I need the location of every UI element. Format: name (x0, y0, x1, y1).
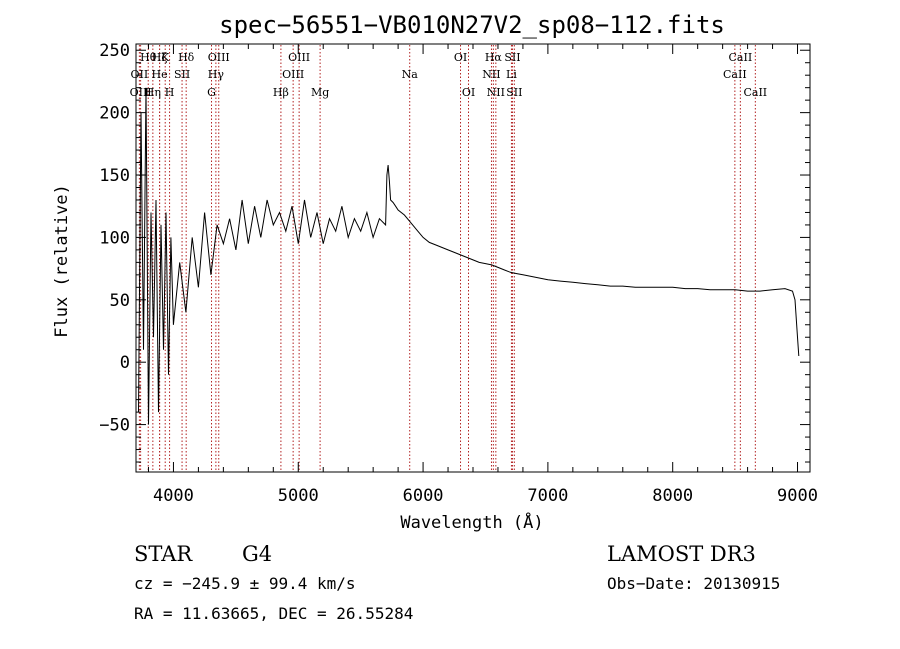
line-label-18: OI (454, 51, 467, 64)
line-label-5: He (152, 68, 168, 81)
line-label-3: Hη (145, 86, 161, 99)
y-tick-label-200: 200 (99, 104, 130, 124)
coordinates: RA = 11.63665, DEC = 26.55284 (134, 604, 413, 623)
line-label-15: OIII (288, 51, 310, 64)
y-tick-label--50: −50 (99, 416, 130, 436)
obs-date: Obs−Date: 20130915 (607, 574, 780, 593)
y-tick-label-100: 100 (99, 228, 130, 248)
line-label-0: Hθ (140, 51, 157, 64)
y-tick-label-150: 150 (99, 166, 130, 186)
line-label-16: Mg (311, 86, 329, 99)
line-label-10: G (207, 86, 216, 99)
y-axis-label: Flux (relative) (52, 184, 72, 338)
emission-line-markers (138, 45, 756, 471)
x-axis-label: Wavelength (Å) (400, 511, 543, 533)
x-tick-label-8000: 8000 (652, 486, 693, 506)
y-axis-ticks: −50 0 50 100 150 200 250 (99, 41, 810, 463)
y-tick-label-250: 250 (99, 41, 130, 61)
line-label-20: NII (482, 68, 500, 81)
line-label-21: Hα (485, 51, 503, 64)
chart-title: spec−56551−VB010N27V2_sp08−112.fits (219, 11, 725, 39)
line-label-22: NII (487, 86, 505, 99)
line-label-4: Hζ (152, 51, 168, 64)
line-label-7: H (165, 86, 175, 99)
x-tick-label-5000: 5000 (278, 486, 319, 506)
x-tick-label-6000: 6000 (403, 486, 444, 506)
line-label-9: Hδ (178, 51, 195, 64)
survey-name: LAMOST DR3 (607, 542, 756, 566)
line-label-27: CaII (729, 51, 753, 64)
line-label-8: SII (174, 68, 190, 81)
redshift-text: cz = −245.9 ± 99.4 km/s (134, 574, 356, 593)
line-label-23: Li (506, 68, 517, 81)
line-label-6: K (161, 51, 170, 64)
y-tick-label-50: 50 (110, 291, 130, 311)
line-label-28: CaII (743, 86, 767, 99)
emission-line-labels: HθOIIOIIIHηHζHeKHSIIHδGHγOIIIHβOIIIOIIIM… (130, 51, 768, 99)
object-subclass: G4 (242, 542, 272, 566)
x-tick-label-4000: 4000 (153, 486, 194, 506)
line-label-13: Hβ (273, 86, 289, 99)
x-axis-ticks: 4000 5000 6000 7000 8000 9000 (147, 44, 818, 506)
line-label-26: CaII (723, 68, 747, 81)
y-tick-label-0: 0 (120, 353, 130, 373)
line-label-14: OIII (282, 68, 304, 81)
line-label-12: OIII (208, 51, 230, 64)
plot-frame (135, 43, 811, 473)
line-label-24: SII (504, 51, 520, 64)
spectrum-line (138, 87, 800, 425)
line-label-11: Hγ (208, 68, 225, 81)
line-label-25: SII (506, 86, 522, 99)
line-label-19: OI (462, 86, 475, 99)
x-tick-label-7000: 7000 (527, 486, 568, 506)
object-class: STAR (134, 542, 193, 566)
line-label-1: OII (131, 68, 149, 81)
x-tick-label-9000: 9000 (777, 486, 818, 506)
line-label-17: Na (402, 68, 419, 81)
